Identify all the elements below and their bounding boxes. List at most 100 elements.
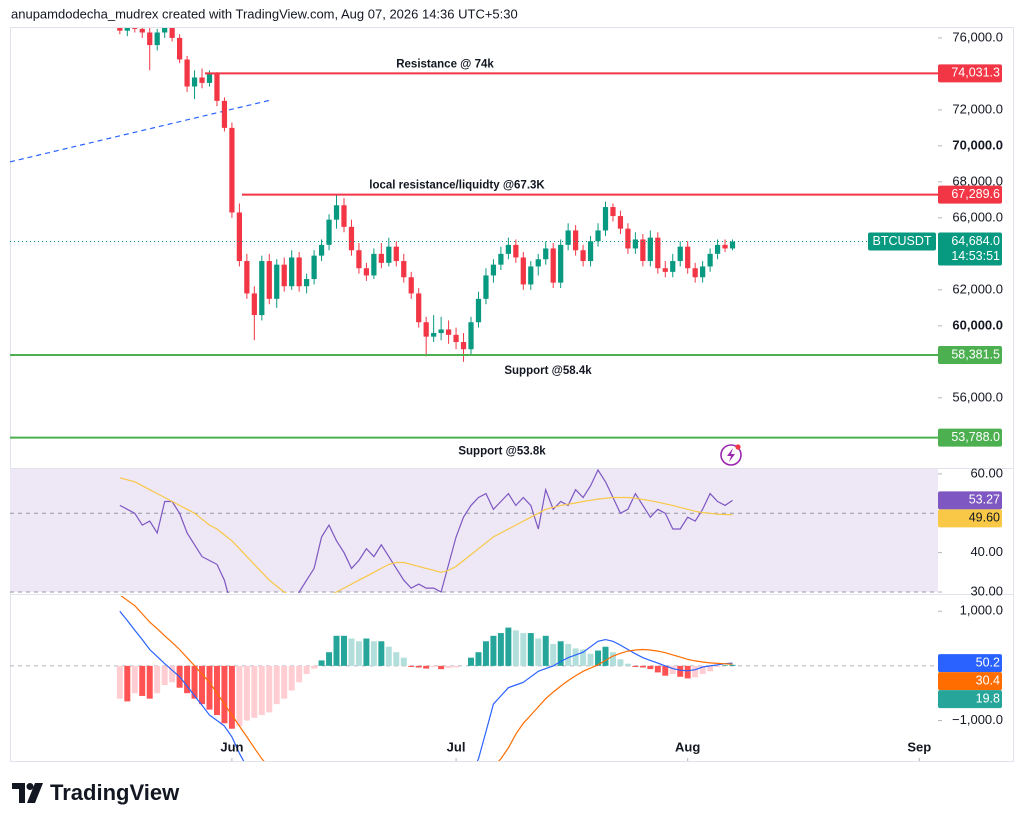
value-tag: 53.27 — [969, 493, 1000, 507]
level-annotation: Resistance @ 74k — [396, 58, 494, 70]
histogram-bar — [639, 665, 646, 668]
candle-body — [498, 253, 504, 265]
histogram-bar — [370, 641, 377, 666]
macd-pane — [10, 596, 938, 761]
countdown: 14:53:51 — [951, 249, 1000, 263]
level-price-tag-bg — [938, 345, 1002, 364]
candle-body — [117, 28, 123, 31]
candle-body — [132, 28, 138, 29]
histogram-bar — [445, 665, 452, 669]
histogram-bar — [632, 665, 639, 667]
candle-body — [707, 253, 713, 267]
value-tag-bg — [938, 672, 1002, 691]
candle-body — [401, 261, 407, 278]
histogram-bar — [378, 641, 385, 666]
candle-body — [647, 237, 653, 262]
level-annotation: local resistance/liquidty @67.3K — [369, 180, 545, 192]
histogram-bar — [131, 665, 138, 694]
histogram-bar — [475, 652, 482, 666]
histogram-bar — [677, 665, 684, 677]
level-price-tag: 74,031.3 — [951, 66, 1000, 80]
candle-body — [408, 277, 414, 294]
candle-body — [348, 226, 355, 251]
histogram-bar — [430, 665, 437, 667]
histogram-bar — [199, 665, 206, 705]
value-tag: 50.2 — [976, 655, 1000, 669]
value-tag-bg — [938, 690, 1002, 709]
histogram-bar — [624, 663, 631, 666]
histogram-bar — [580, 649, 587, 666]
candle-body — [692, 268, 698, 278]
histogram-bar — [609, 652, 616, 666]
rsi-pane — [10, 469, 938, 593]
histogram-bar — [714, 665, 721, 667]
histogram-bar — [213, 665, 220, 716]
histogram-bar — [191, 665, 198, 699]
candle-body — [640, 239, 646, 262]
candle-body — [199, 77, 205, 83]
candle-body — [206, 73, 213, 83]
histogram-bar — [281, 665, 288, 699]
candle-body — [550, 248, 556, 283]
candle-body — [356, 250, 362, 269]
candle-body — [214, 73, 220, 101]
histogram-bar — [707, 665, 714, 672]
tradingview-logo — [12, 783, 43, 803]
x-tick-label: Jun — [220, 739, 243, 754]
value-tag-bg — [938, 491, 1002, 510]
histogram-bar — [146, 665, 153, 699]
histogram-bar — [236, 665, 243, 726]
candle-body — [274, 264, 280, 299]
indicator-line — [120, 596, 733, 761]
candle-body — [341, 205, 347, 227]
indicator-line — [119, 469, 733, 593]
candle-body — [296, 257, 302, 287]
histogram-bar — [355, 641, 362, 666]
overlay: 56,000.0 60,000.0 62,000.0 66,000.0 68,000.0… — [10, 29, 1003, 761]
candle-body — [259, 261, 265, 316]
candle-body — [184, 59, 190, 87]
candle-body — [595, 230, 601, 242]
candle-body — [475, 298, 482, 323]
level-price-tag-bg — [938, 185, 1002, 204]
histogram-bar — [266, 665, 273, 713]
histogram-bar — [617, 659, 624, 666]
x-tick-label: Aug — [675, 739, 700, 754]
alert-icon — [720, 444, 742, 466]
candle-body — [363, 268, 370, 276]
candle-body — [431, 333, 437, 337]
value-tag-bg — [938, 509, 1002, 528]
histogram-bar — [662, 665, 669, 676]
candle-body — [311, 255, 317, 280]
histogram-bar — [228, 665, 235, 729]
candle-body — [318, 244, 325, 256]
last-price-tag: 64,684.0 — [951, 234, 1000, 248]
histogram-bar — [303, 665, 310, 675]
indicator-line — [119, 477, 733, 593]
histogram-bar — [348, 638, 355, 666]
histogram-bar — [692, 665, 699, 678]
histogram-bar — [124, 665, 131, 702]
candle-body — [371, 253, 377, 276]
histogram-bar — [318, 660, 325, 666]
histogram-bar — [490, 635, 497, 666]
histogram-bar — [258, 665, 265, 716]
histogram-bar — [497, 633, 504, 666]
candle-body — [722, 244, 728, 249]
histogram-bar — [468, 657, 474, 666]
candle-body — [423, 322, 429, 337]
candle-body — [610, 207, 616, 217]
y-tick-label: 62,000.0 — [952, 281, 1003, 296]
candle-body — [580, 250, 586, 262]
candle-body — [729, 241, 736, 249]
candle-body — [677, 246, 683, 262]
candle-body — [147, 32, 153, 46]
histogram-bar — [161, 665, 168, 685]
histogram-bar — [602, 646, 609, 666]
histogram-bar — [154, 665, 161, 694]
candle-body — [632, 239, 639, 249]
y-tick-label: 72,000.0 — [952, 101, 1003, 116]
candle-body — [289, 257, 295, 287]
candle-body — [304, 279, 310, 287]
